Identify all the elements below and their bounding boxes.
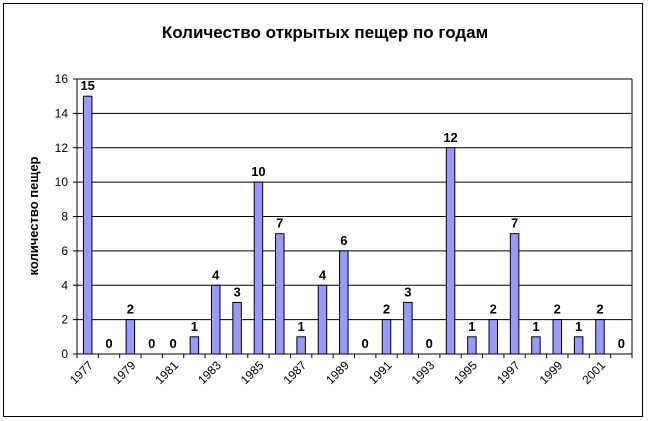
bar [189, 336, 200, 355]
data-label: 7 [276, 216, 283, 231]
y-tick-label: 16 [55, 72, 69, 86]
bar [125, 319, 136, 355]
bar [595, 319, 605, 355]
data-label: 2 [490, 302, 497, 317]
x-tick-label: 1979 [110, 358, 139, 387]
x-tick-label: 1991 [366, 358, 395, 387]
bar [445, 147, 456, 355]
data-label: 1 [532, 319, 539, 334]
data-label: 1 [575, 319, 582, 334]
x-tick-label: 1997 [494, 358, 523, 387]
bar [467, 336, 477, 355]
x-tick-label: 1985 [238, 358, 267, 387]
data-label: 3 [233, 284, 240, 299]
y-axis-label: количество пещер [26, 156, 41, 275]
y-tick-label: 12 [55, 141, 69, 155]
data-label: 12 [443, 130, 457, 145]
y-tick-label: 2 [61, 313, 68, 327]
y-tick-label: 10 [55, 175, 69, 189]
y-tick-label: 6 [61, 244, 68, 258]
data-label: 15 [80, 78, 94, 93]
bar [317, 284, 328, 355]
data-label: 10 [251, 164, 265, 179]
x-tick-label: 2001 [579, 358, 608, 387]
chart-title: Количество открытых пещер по годам [162, 23, 488, 42]
data-label: 0 [362, 336, 369, 351]
y-tick-labels: 0 2 4 6 8 10 12 14 16 [55, 72, 69, 361]
x-tick-label: 1993 [409, 358, 438, 387]
data-label: 2 [383, 302, 390, 317]
data-label: 6 [340, 233, 347, 248]
data-label: 0 [148, 336, 155, 351]
bar [296, 336, 306, 355]
bar [211, 284, 221, 355]
data-label: 4 [319, 267, 327, 282]
data-label: 0 [618, 336, 625, 351]
bar [552, 319, 563, 355]
bar [253, 181, 264, 355]
data-label: 7 [511, 216, 518, 231]
data-label: 1 [298, 319, 305, 334]
bars [82, 95, 605, 355]
axes [73, 78, 633, 358]
data-label: 3 [404, 284, 411, 299]
data-label: 0 [105, 336, 112, 351]
bar [275, 233, 285, 355]
bar [573, 336, 584, 355]
x-tick-label: 1983 [195, 358, 224, 387]
y-tick-label: 4 [61, 278, 68, 292]
data-label: 1 [468, 319, 475, 334]
bar [339, 250, 349, 355]
y-tick-label: 8 [61, 210, 68, 224]
bar [232, 301, 242, 355]
gridlines [77, 78, 632, 321]
data-label: 2 [554, 302, 561, 317]
x-tick-label: 1995 [451, 358, 480, 387]
x-tick-label: 1999 [537, 358, 566, 387]
x-tick-label: 1981 [152, 358, 181, 387]
x-tick-label: 1977 [67, 358, 96, 387]
data-label: 2 [596, 302, 603, 317]
data-label: 1 [191, 319, 198, 334]
bar [403, 301, 413, 355]
bar [82, 95, 93, 355]
y-tick-label: 0 [61, 347, 68, 361]
bar [381, 319, 392, 355]
bar [531, 336, 541, 355]
y-tick-label: 14 [55, 106, 69, 120]
data-label: 0 [169, 336, 176, 351]
x-tick-label: 1989 [323, 358, 352, 387]
bar [488, 319, 498, 355]
x-tick-labels: 1977 1979 1981 1983 1985 1987 1989 1991 1993 1995… [67, 358, 608, 387]
data-label: 2 [127, 302, 134, 317]
bar [509, 233, 520, 355]
data-label: 4 [212, 267, 220, 282]
x-tick-label: 1987 [280, 358, 309, 387]
data-label: 0 [426, 336, 433, 351]
